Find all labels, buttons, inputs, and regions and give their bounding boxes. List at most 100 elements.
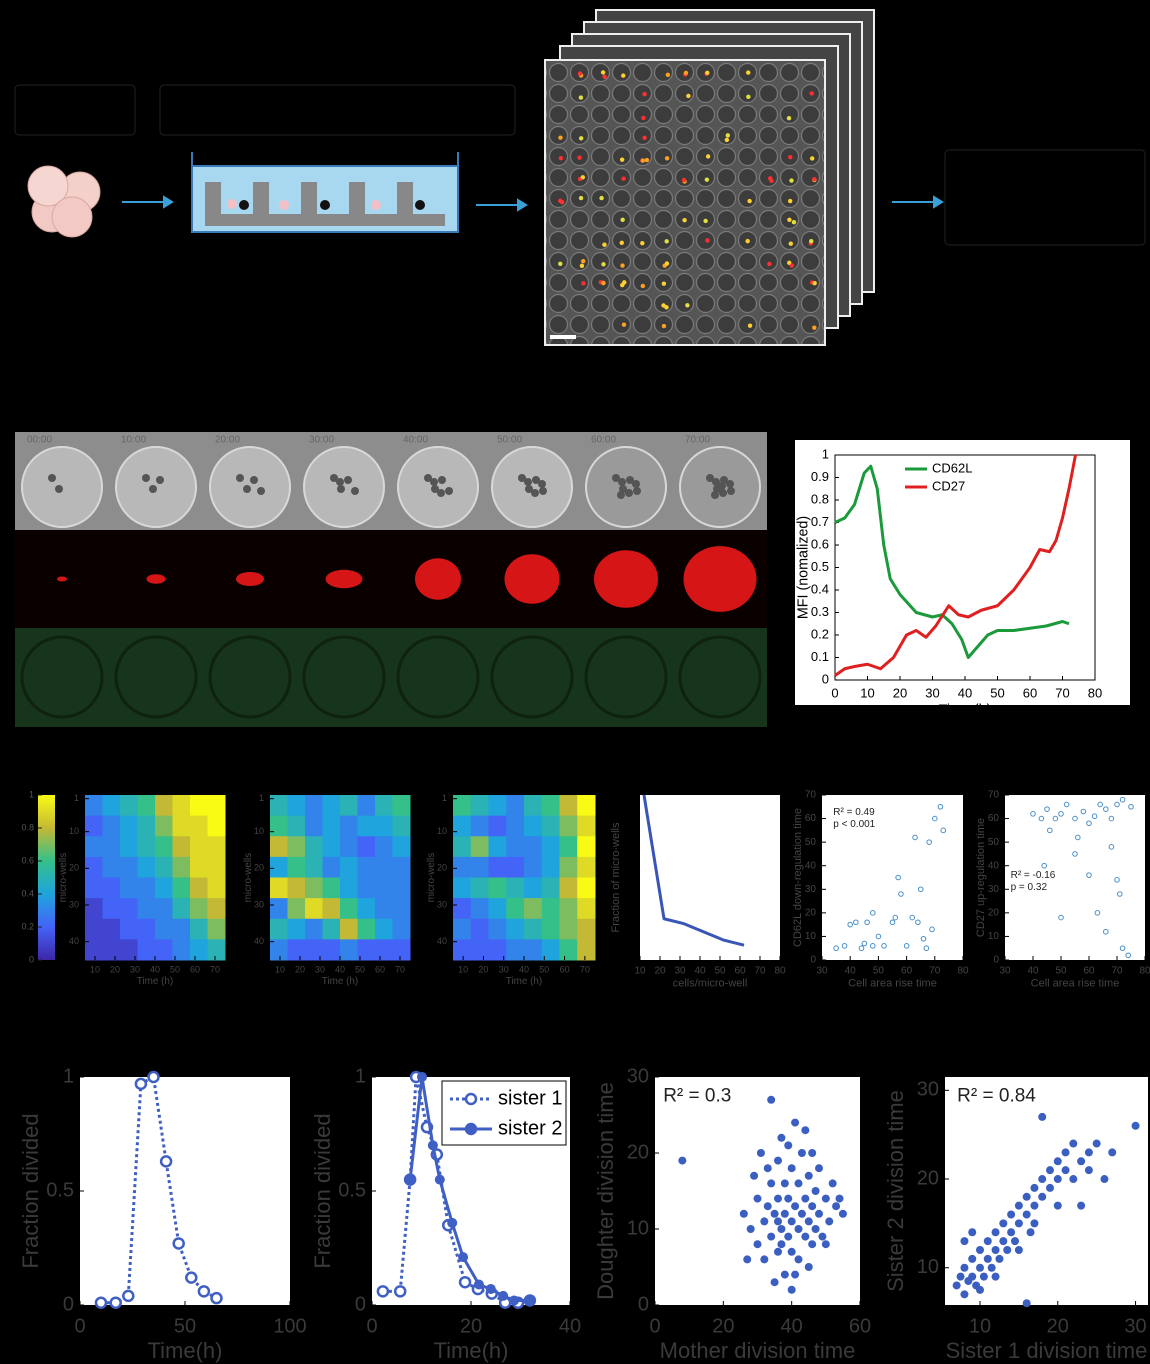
y-tick-label: 30 [254,899,264,909]
x-tick-label: 70 [395,964,405,974]
red-signal [326,570,363,589]
marker [417,1072,427,1082]
x-tick-label: 80 [957,966,969,977]
x-tick-label: 0 [74,1315,85,1337]
heatmap-cell [323,919,341,940]
heatmap-cell [560,795,578,816]
heatmap-cell [103,857,121,878]
marker [740,1210,748,1218]
cell [243,485,251,493]
heatmap-cell [138,857,156,878]
cell-dot [748,323,752,327]
marker [795,1255,803,1263]
y-tick-label: 30 [988,884,1000,895]
heatmap-cell [453,816,471,837]
heatmap-cell [340,919,358,940]
cell [538,480,546,488]
heatmap-cell [560,816,578,837]
y-tick-label: 0.4 [21,888,34,898]
marker [784,1233,792,1241]
heatmap-cell [323,816,341,837]
heatmap-cell [524,816,542,837]
marker [808,1149,816,1157]
cell [727,487,735,495]
marker [784,1141,792,1149]
heatmap-cell [190,857,208,878]
annotation: R² = 0.84 [957,1086,1036,1107]
marker [767,1233,775,1241]
marker [774,1217,782,1225]
cell-dot [686,94,690,98]
red-signal [57,577,67,582]
heatmap-cell [375,857,393,878]
x-axis-label: Time (h) [322,976,358,987]
heatmap-cell [506,816,524,837]
heatmap-cell [120,857,138,878]
red-signal [415,558,461,599]
heatmap-cell [323,939,341,960]
y-tick-label: 0.8 [811,491,829,506]
marker [1069,1140,1077,1148]
x-tick-label: 10 [458,964,468,974]
heatmap-cell [208,857,226,878]
y-tick-label: 1 [259,793,264,803]
marker [960,1290,968,1298]
y-tick-label: 20 [437,863,447,873]
heatmap-cell [173,898,191,919]
marker [805,1217,813,1225]
x-tick-label: 70 [1055,686,1069,701]
marker [1038,1193,1046,1201]
heatmap-cell [103,939,121,960]
y-axis-label: Sister 2 division time [883,1090,908,1292]
y-tick-label: 20 [917,1167,939,1189]
marker [777,1134,785,1142]
heatmap-cell [270,816,288,837]
x-axis-label: cells/micro-well [673,977,748,989]
marker [199,1286,209,1296]
marker [1038,1113,1046,1121]
marker [976,1264,984,1272]
marker [678,1157,686,1165]
heatmap-cell [288,878,306,899]
heatmap-cell [453,857,471,878]
y-axis-label: Fraction of micro-wells [610,822,622,933]
heatmap-cell [270,919,288,940]
y-axis-label: MFI (nomalized) [796,516,812,619]
cell-dot [789,241,793,245]
cell-dot [703,219,707,223]
heatmap-cell [375,816,393,837]
heatmap-cell [524,857,542,878]
marker [378,1286,388,1296]
cell-dot [581,175,585,179]
heatmap-cell [173,878,191,899]
cell-dot [787,116,791,120]
cell-dot [581,259,585,263]
heatmap-cell [453,939,471,960]
marker [1077,1202,1085,1210]
heatmap-cell [103,898,121,919]
red-signal [147,574,166,584]
cell-dot [787,218,791,222]
y-tick-label: 20 [988,907,1000,918]
marker [1023,1299,1031,1307]
x-tick-label: 50 [873,966,885,977]
marker [1054,1202,1062,1210]
cell [236,474,244,482]
heatmap-cell [120,836,138,857]
legend-label: CD62L [932,460,972,475]
y-tick-label: 10 [437,826,447,836]
x-tick-label: 40 [1027,966,1039,977]
cell-dot [559,156,563,160]
heatmap-cell [288,898,306,919]
marker [1015,1202,1023,1210]
y-tick-label: 70 [805,790,817,801]
y-axis-label: CD27 up-regulation time [975,818,987,937]
marker [798,1210,806,1218]
y-tick-label: 0 [63,1293,74,1315]
heatmap-cell [393,898,411,919]
heatmap-cell [506,898,524,919]
y-tick-label: 30 [627,1065,649,1087]
marker [984,1255,992,1263]
marker [435,1175,445,1185]
cell-dot [558,262,562,266]
